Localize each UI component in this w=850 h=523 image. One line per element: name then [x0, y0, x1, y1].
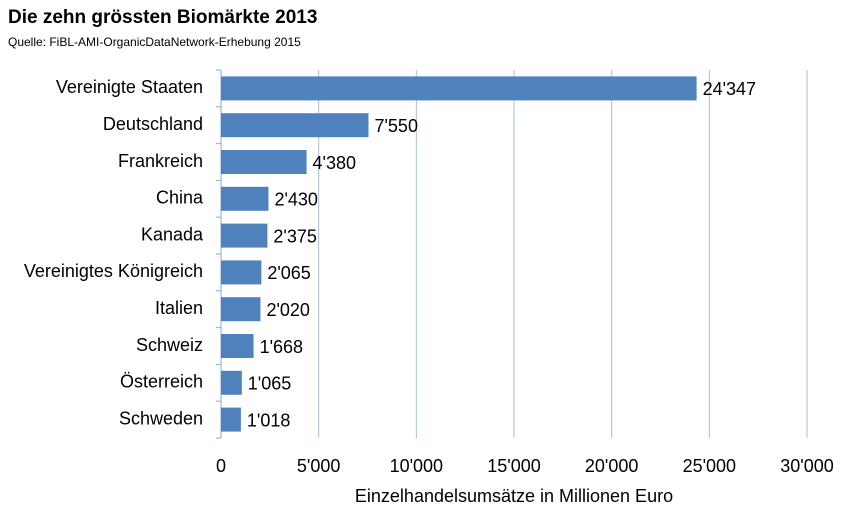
y-tick-label: Italien [155, 298, 203, 318]
value-label: 1'018 [247, 410, 290, 430]
value-label: 2'430 [274, 190, 317, 210]
value-label: 2'020 [266, 300, 309, 320]
value-label: 2'375 [273, 226, 316, 246]
bar [221, 186, 269, 211]
bar [221, 334, 254, 358]
bar [221, 297, 261, 322]
y-tick-label: Schweiz [136, 335, 203, 355]
y-tick-label: Vereinigtes Königreich [24, 261, 203, 281]
x-tick-label: 20'000 [585, 456, 639, 476]
y-tick-label: Kanada [141, 224, 204, 244]
x-tick-label: 25'000 [683, 456, 737, 476]
value-label: 2'065 [267, 263, 310, 283]
y-tick-label: Frankreich [118, 151, 203, 171]
bar [221, 370, 242, 395]
chart-subtitle: Quelle: FiBL-AMI-OrganicDataNetwork-Erhe… [8, 35, 301, 49]
x-axis-title: Einzelhandelsumsätze in Millionen Euro [355, 486, 673, 506]
x-tick-label: 5'000 [297, 456, 340, 476]
x-tick-label: 10'000 [390, 456, 444, 476]
y-tick-label: Schweden [119, 408, 203, 428]
x-tick-label: 0 [216, 456, 226, 476]
value-label: 1'065 [248, 374, 291, 394]
value-label: 7'550 [374, 116, 417, 136]
bar [221, 407, 241, 432]
value-label: 24'347 [703, 79, 757, 99]
y-tick-label: Österreich [120, 372, 203, 392]
y-tick-label: China [156, 188, 204, 208]
value-label: 1'668 [260, 337, 303, 357]
y-tick-label: Vereinigte Staaten [56, 77, 203, 97]
chart-title: Die zehn grössten Biomärkte 2013 [8, 7, 317, 28]
x-tick-label: 15'000 [487, 456, 541, 476]
value-label: 4'380 [313, 153, 356, 173]
bar [221, 223, 268, 248]
bar [221, 150, 307, 174]
bar [221, 260, 262, 285]
bar [221, 113, 369, 138]
bar [221, 76, 697, 101]
y-tick-label: Deutschland [103, 114, 203, 134]
x-tick-label: 30'000 [780, 456, 834, 476]
